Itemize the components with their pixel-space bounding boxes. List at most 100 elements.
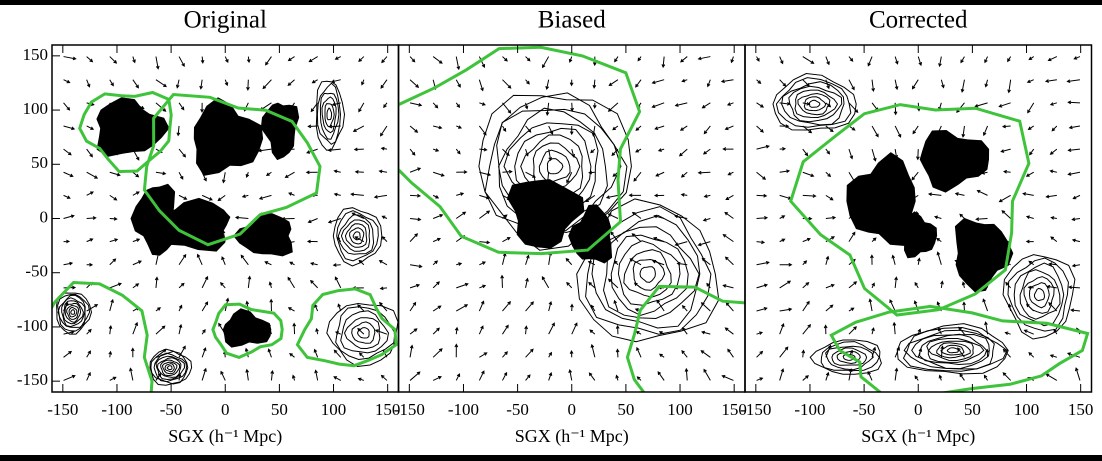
arrow	[1007, 56, 1012, 63]
bottom-bar	[0, 455, 1102, 461]
arrow	[525, 348, 534, 358]
arrow	[310, 261, 318, 266]
arrow	[633, 171, 642, 182]
x-tick-label: 50	[617, 400, 634, 419]
arrow	[109, 282, 122, 289]
arrow	[432, 305, 442, 312]
arrow	[867, 370, 873, 381]
y-tick-label: 50	[31, 153, 48, 172]
x-tick-label: 0	[914, 400, 923, 419]
arrow	[779, 56, 784, 65]
panel-title: Original	[184, 7, 267, 34]
arrow	[257, 148, 272, 153]
arrow	[637, 56, 642, 62]
arrow	[178, 171, 184, 180]
arrow	[63, 56, 77, 61]
arrow	[310, 279, 319, 289]
x-tick-label: -50	[853, 400, 876, 419]
arrow	[725, 302, 734, 312]
arrow	[432, 348, 443, 358]
dense-contour	[507, 179, 585, 249]
contour	[1028, 282, 1050, 309]
arrow	[361, 79, 365, 86]
arrow	[779, 79, 787, 87]
arrow	[566, 172, 573, 184]
arrow	[802, 56, 815, 64]
arrow	[479, 210, 491, 219]
arrow	[756, 307, 768, 312]
arrow	[502, 351, 508, 358]
contour	[166, 365, 173, 371]
arrow	[684, 367, 689, 381]
arrow	[1066, 79, 1081, 84]
arrow	[779, 280, 792, 289]
contour	[64, 302, 82, 323]
arrow	[221, 172, 226, 184]
zero-contour	[295, 287, 398, 368]
arrow	[378, 260, 388, 266]
arrow	[409, 233, 419, 242]
arrow	[825, 304, 834, 312]
arrow	[724, 256, 734, 266]
contour	[919, 333, 988, 366]
arrow	[305, 170, 318, 175]
x-tick-label: 150	[375, 400, 401, 419]
arrow	[456, 192, 465, 196]
arrow	[455, 79, 461, 88]
arrow	[1007, 79, 1012, 94]
arrow	[894, 125, 902, 138]
contour	[66, 304, 80, 320]
arrow	[217, 194, 226, 202]
arrow	[998, 194, 1011, 203]
arrow	[525, 277, 529, 289]
arrow	[802, 300, 810, 312]
arrow	[756, 216, 769, 220]
arrow	[109, 238, 119, 243]
contour	[1013, 262, 1065, 327]
arrow	[975, 217, 988, 222]
arrow	[938, 56, 942, 68]
arrow	[291, 374, 296, 381]
contour	[538, 149, 571, 183]
arrow	[306, 239, 318, 244]
arrow	[697, 56, 711, 61]
arrow	[613, 260, 619, 266]
arrow	[802, 323, 812, 335]
arrow	[409, 328, 418, 335]
arrow	[548, 322, 555, 335]
arrow	[455, 211, 467, 219]
arrow	[479, 102, 486, 106]
arrow	[681, 305, 688, 312]
arrow	[658, 353, 665, 358]
contour	[1023, 276, 1055, 314]
arrow	[86, 328, 92, 335]
arrow	[63, 102, 71, 111]
arrow	[380, 79, 388, 89]
y-tick-label: -150	[17, 370, 48, 389]
contour	[340, 310, 390, 354]
arrow	[681, 78, 688, 83]
arrow	[1049, 148, 1058, 155]
arrow	[63, 125, 76, 131]
arrow	[894, 56, 899, 65]
arrow	[358, 102, 365, 113]
arrow	[479, 284, 487, 289]
contour	[315, 80, 346, 151]
arrow	[525, 79, 530, 85]
arrow	[1023, 329, 1034, 335]
arrow	[270, 369, 275, 381]
contour	[326, 302, 399, 368]
arrow	[201, 328, 206, 335]
arrow	[432, 102, 439, 109]
arrow	[479, 352, 488, 358]
arrow	[86, 191, 94, 196]
x-tick-label: -150	[740, 400, 771, 419]
arrow	[871, 237, 877, 242]
arrow	[432, 56, 443, 64]
contour	[617, 240, 681, 306]
arrow	[456, 262, 463, 266]
arrow	[524, 102, 529, 110]
arrow	[525, 374, 531, 381]
arrow	[823, 324, 828, 335]
